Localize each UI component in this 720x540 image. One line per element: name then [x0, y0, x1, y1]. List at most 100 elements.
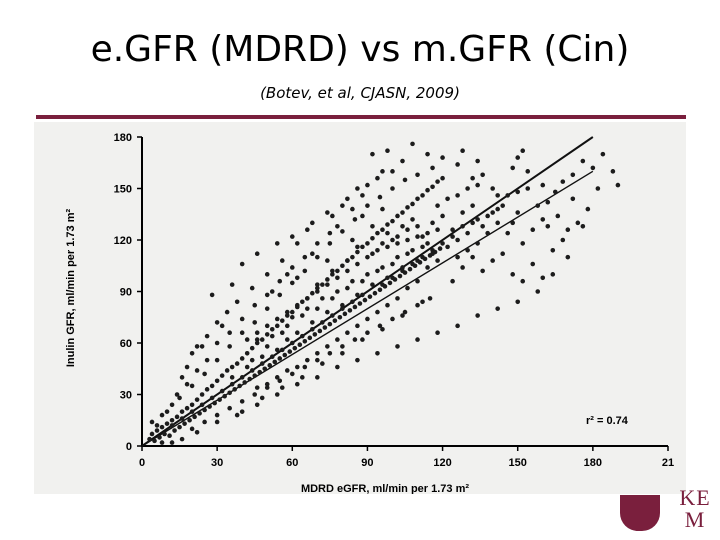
data-point — [219, 388, 225, 394]
data-point — [360, 278, 365, 284]
data-point — [380, 282, 385, 287]
data-point — [520, 278, 526, 284]
data-point — [274, 347, 280, 353]
data-point — [610, 169, 616, 174]
data-point — [415, 234, 420, 239]
data-point — [277, 278, 283, 284]
data-point — [515, 210, 521, 215]
data-point — [194, 429, 200, 435]
data-point — [192, 414, 197, 420]
data-point — [264, 381, 270, 387]
data-point — [352, 337, 358, 342]
data-point — [355, 249, 360, 255]
data-point — [302, 254, 308, 260]
data-point — [159, 412, 165, 418]
data-point — [475, 241, 480, 246]
data-point — [500, 203, 505, 208]
data-point — [515, 155, 521, 160]
data-point — [335, 364, 340, 370]
data-point — [475, 313, 480, 318]
data-point — [269, 354, 275, 360]
data-point — [239, 375, 245, 380]
data-point — [347, 308, 353, 313]
data-point — [320, 361, 325, 366]
logo-text: KE M — [672, 487, 718, 531]
data-point — [340, 203, 345, 208]
data-point — [169, 417, 175, 423]
data-point — [520, 148, 526, 154]
data-point — [485, 230, 490, 236]
data-point — [167, 433, 172, 439]
data-point — [370, 151, 375, 157]
data-point — [209, 395, 215, 401]
y-tick-label: 150 — [114, 184, 132, 196]
data-point — [172, 428, 177, 433]
data-point — [264, 306, 270, 311]
data-point — [545, 223, 551, 229]
data-point — [159, 424, 165, 430]
data-point — [284, 309, 290, 315]
data-point — [184, 381, 190, 387]
data-point — [187, 417, 192, 423]
data-point — [252, 373, 258, 378]
data-point — [400, 313, 405, 318]
data-point — [560, 179, 566, 184]
data-point — [199, 344, 205, 349]
data-point — [264, 332, 270, 337]
y-tick-label: 180 — [114, 132, 132, 144]
data-point — [239, 261, 245, 267]
logo-line-1: KE — [679, 485, 711, 510]
data-point — [377, 194, 383, 200]
data-point — [239, 316, 245, 322]
data-point — [279, 330, 285, 335]
data-point — [440, 175, 445, 181]
data-point — [390, 261, 395, 267]
data-point — [580, 158, 586, 164]
data-point — [345, 196, 350, 202]
data-point — [229, 364, 235, 370]
data-point — [495, 306, 500, 311]
data-point — [520, 241, 526, 246]
data-point — [154, 423, 160, 428]
data-point — [540, 217, 546, 222]
data-point — [425, 265, 430, 270]
data-point — [249, 285, 255, 291]
x-tick-label: 21 — [662, 457, 674, 469]
data-point — [209, 292, 215, 298]
data-point — [330, 313, 335, 318]
data-point — [234, 299, 240, 305]
data-point — [327, 351, 333, 356]
data-point — [254, 251, 260, 257]
data-point — [435, 203, 440, 208]
data-point — [450, 278, 455, 284]
data-point — [410, 217, 415, 222]
data-point — [282, 352, 288, 358]
data-point — [385, 275, 390, 281]
data-point — [264, 344, 270, 349]
slide-subtitle: (Botev, et al, CJASN, 2009) — [260, 84, 460, 102]
data-point — [400, 158, 405, 164]
data-point — [395, 213, 400, 219]
data-point — [284, 323, 290, 329]
data-point — [375, 230, 380, 236]
data-point — [320, 320, 325, 325]
data-point — [375, 351, 380, 356]
x-tick-label: 60 — [286, 457, 298, 469]
data-point — [365, 182, 370, 188]
data-point — [405, 205, 410, 210]
data-point — [182, 421, 187, 426]
data-point — [420, 254, 425, 260]
data-point — [289, 309, 295, 315]
data-point — [510, 220, 516, 226]
data-point — [385, 230, 390, 236]
data-point — [552, 189, 558, 195]
data-point — [264, 385, 270, 390]
data-point — [415, 196, 420, 202]
data-point — [214, 419, 220, 425]
data-point — [410, 261, 415, 267]
chart-background — [34, 122, 686, 494]
data-point — [189, 426, 195, 432]
data-point — [274, 375, 280, 380]
data-point — [510, 272, 516, 277]
